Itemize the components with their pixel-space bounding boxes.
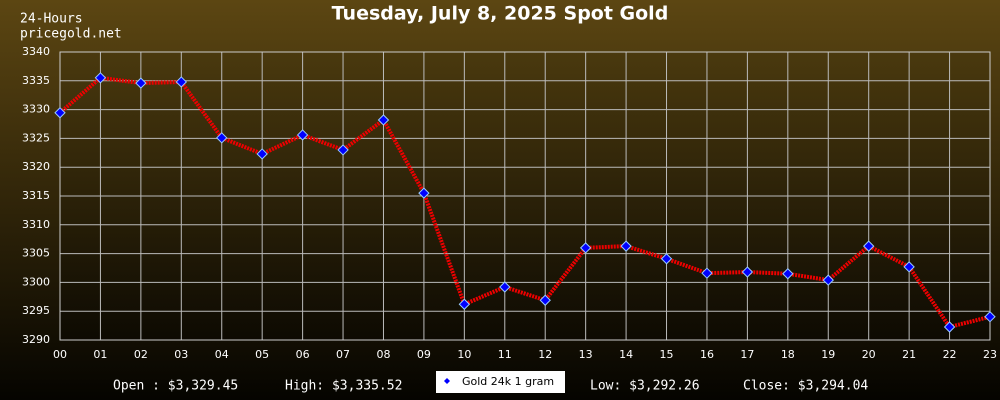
y-tick-label: 3315 bbox=[22, 189, 50, 202]
x-tick-label: 15 bbox=[660, 348, 674, 361]
y-tick-label: 3300 bbox=[22, 275, 50, 288]
y-tick-label: 3325 bbox=[22, 131, 50, 144]
x-tick-label: 22 bbox=[943, 348, 957, 361]
y-tick-label: 3310 bbox=[22, 218, 50, 231]
point bbox=[175, 76, 188, 88]
point bbox=[782, 268, 794, 280]
y-tick-label: 3305 bbox=[22, 247, 50, 260]
stat-high: High: $3,335.52 bbox=[285, 379, 402, 394]
y-tick-label: 3335 bbox=[22, 74, 50, 87]
x-tick-label: 08 bbox=[376, 348, 390, 361]
x-tick-label: 14 bbox=[619, 348, 633, 361]
x-tick-label: 01 bbox=[93, 348, 107, 361]
x-tick-label: 20 bbox=[862, 348, 876, 361]
x-tick-label: 17 bbox=[740, 348, 754, 361]
x-tick-label: 18 bbox=[781, 348, 795, 361]
point bbox=[620, 240, 632, 252]
point bbox=[539, 294, 551, 306]
point bbox=[377, 114, 390, 126]
plot-border bbox=[59, 51, 991, 341]
point bbox=[458, 298, 471, 310]
x-tick-label: 23 bbox=[983, 348, 997, 361]
point bbox=[216, 132, 228, 144]
x-tick-label: 07 bbox=[336, 348, 350, 361]
point bbox=[984, 311, 996, 323]
y-tick-label: 3295 bbox=[22, 304, 50, 317]
point bbox=[579, 242, 592, 254]
stat-open: Open : $3,329.45 bbox=[113, 379, 238, 394]
x-tick-label: 00 bbox=[53, 348, 67, 361]
y-tick-label: 3330 bbox=[22, 103, 50, 116]
source: pricegold.net bbox=[20, 27, 122, 42]
chart-title: Tuesday, July 8, 2025 Spot Gold bbox=[332, 3, 669, 25]
point bbox=[822, 274, 834, 286]
x-tick-label: 11 bbox=[498, 348, 512, 361]
point bbox=[943, 321, 956, 333]
y-tick-label: 3320 bbox=[22, 160, 50, 173]
subtitle: 24-Hours bbox=[20, 12, 83, 27]
stat-close: Close: $3,294.04 bbox=[743, 379, 868, 394]
point bbox=[256, 148, 268, 160]
x-tick-label: 16 bbox=[700, 348, 714, 361]
legend bbox=[436, 371, 565, 393]
y-tick-label: 3290 bbox=[22, 333, 50, 346]
stat-low: Low: $3,292.26 bbox=[590, 379, 700, 394]
point bbox=[296, 129, 309, 141]
legend-marker bbox=[444, 378, 450, 384]
y-tick-label: 3340 bbox=[22, 45, 50, 58]
point bbox=[337, 144, 349, 156]
point bbox=[701, 267, 713, 279]
x-tick-label: 04 bbox=[215, 348, 229, 361]
legend-label: Gold 24k 1 gram bbox=[462, 375, 554, 388]
x-tick-label: 05 bbox=[255, 348, 269, 361]
x-tick-label: 19 bbox=[821, 348, 835, 361]
point bbox=[862, 240, 875, 252]
x-tick-label: 09 bbox=[417, 348, 431, 361]
x-tick-label: 13 bbox=[579, 348, 593, 361]
point bbox=[94, 72, 107, 84]
line bbox=[58, 75, 991, 330]
point bbox=[54, 107, 66, 119]
point bbox=[903, 261, 915, 273]
point bbox=[499, 281, 511, 293]
x-tick-label: 02 bbox=[134, 348, 148, 361]
point bbox=[741, 266, 754, 278]
x-tick-label: 06 bbox=[296, 348, 310, 361]
point bbox=[660, 253, 673, 265]
x-tick-label: 21 bbox=[902, 348, 916, 361]
point bbox=[135, 77, 147, 89]
x-tick-label: 12 bbox=[538, 348, 552, 361]
x-tick-label: 03 bbox=[174, 348, 188, 361]
x-tick-label: 10 bbox=[457, 348, 471, 361]
point bbox=[418, 187, 430, 199]
